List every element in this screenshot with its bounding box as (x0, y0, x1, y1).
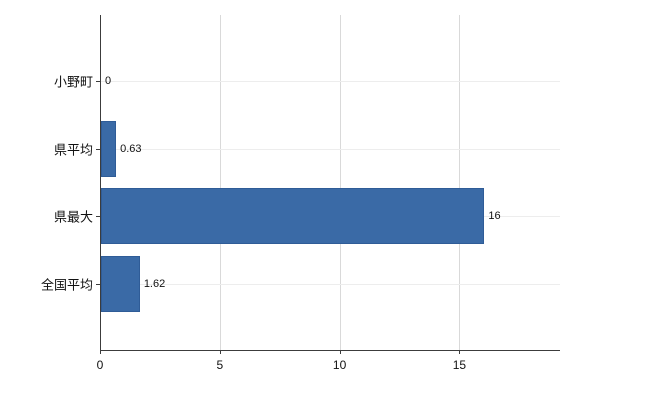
bar (101, 120, 117, 177)
x-tick-label: 10 (332, 358, 347, 372)
x-gridline (339, 15, 341, 350)
x-axis-tick (100, 350, 101, 354)
x-axis-tick (459, 350, 461, 354)
x-gridline (219, 15, 221, 350)
y-axis-tick (96, 80, 100, 82)
value-label: 0.63 (120, 142, 142, 155)
bar (101, 188, 485, 245)
value-label: 16 (488, 210, 501, 223)
x-tick-label: 15 (452, 358, 467, 372)
category-label: 県平均 (53, 142, 93, 158)
x-axis-tick (219, 350, 221, 354)
y-gridline (100, 80, 560, 82)
category-label: 県最大 (53, 209, 93, 225)
x-gridline (459, 15, 461, 350)
y-gridline (100, 284, 560, 286)
value-label: 0 (105, 74, 112, 87)
category-label: 小野町 (53, 74, 93, 90)
x-tick-label: 5 (216, 358, 224, 372)
y-axis-line (100, 15, 101, 351)
y-axis-tick (96, 216, 100, 218)
x-axis-tick (339, 350, 341, 354)
category-label: 全国平均 (40, 277, 93, 293)
y-axis-tick (96, 284, 100, 286)
value-label: 1.62 (143, 278, 166, 291)
x-tick-label: 0 (96, 358, 104, 372)
x-axis-line (100, 350, 560, 351)
bar (101, 256, 140, 313)
y-axis-tick (96, 148, 100, 150)
y-gridline (100, 148, 560, 150)
